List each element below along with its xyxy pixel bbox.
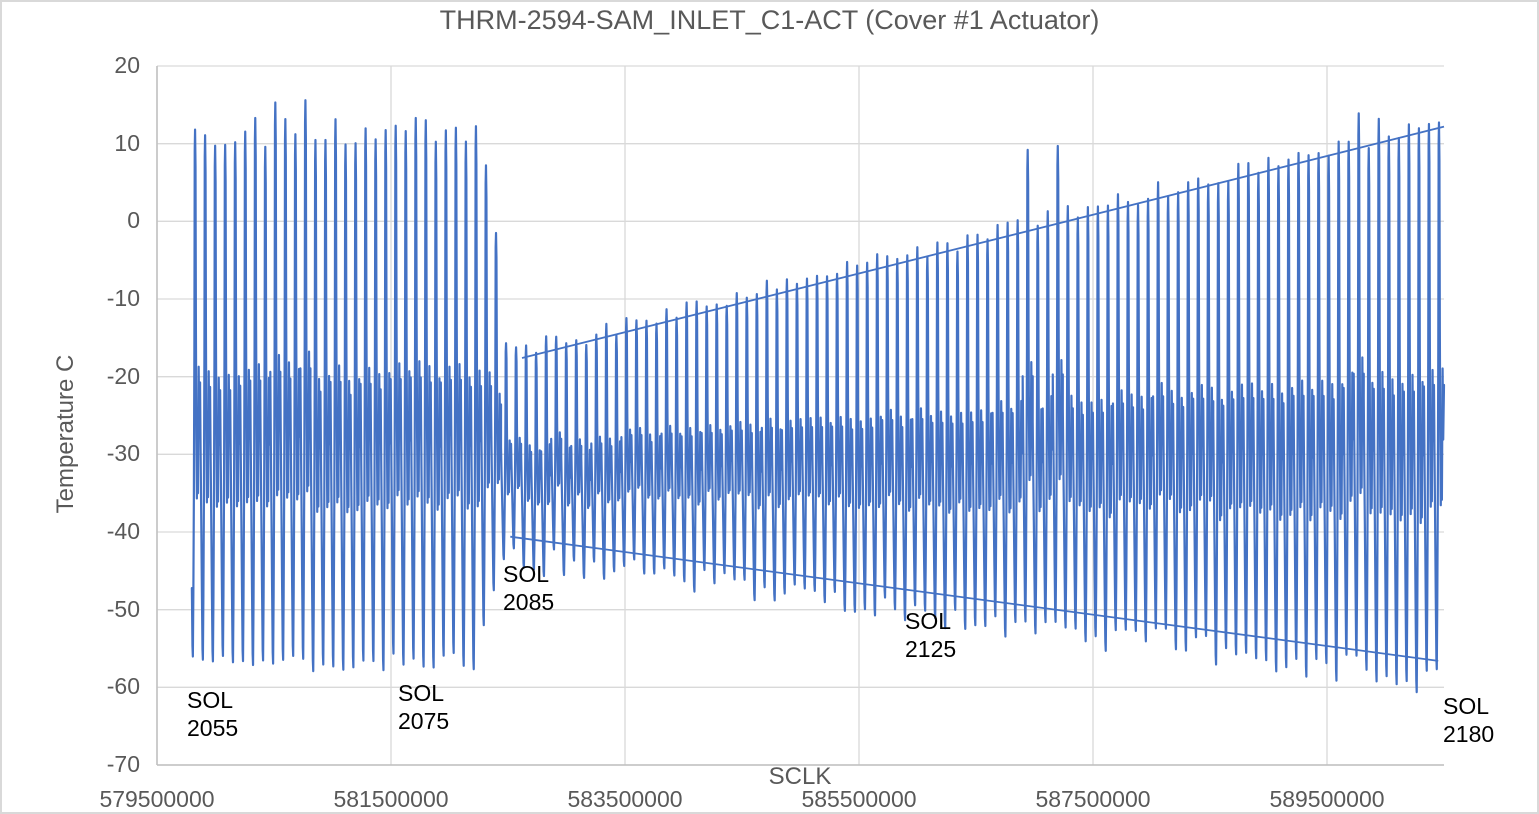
- x-axis-tick-label: 589500000: [1269, 786, 1385, 812]
- sol-annotation-number: 2085: [503, 589, 555, 615]
- x-axis-tick-label: 583500000: [567, 786, 683, 812]
- chart-title: THRM-2594-SAM_INLET_C1-ACT (Cover #1 Act…: [439, 5, 1100, 35]
- sol-annotation: SOL 2125: [905, 607, 956, 663]
- y-axis-tick-label: -40: [106, 518, 140, 544]
- sol-annotation-number: 2075: [398, 708, 450, 734]
- lower-envelope-line: [510, 535, 1439, 662]
- sol-annotation-number: 2180: [1443, 721, 1495, 747]
- y-axis-tick-label: -10: [106, 285, 140, 311]
- y-axis-tick-label: 20: [114, 52, 140, 78]
- sol-annotation: SOL 2180: [1443, 692, 1494, 748]
- temperature-series-path: [190, 99, 1446, 694]
- sol-annotation-label: SOL: [503, 561, 550, 587]
- y-axis-tick-label: -20: [106, 363, 140, 389]
- sol-annotation-label: SOL: [398, 680, 445, 706]
- x-axis-tick-label: 587500000: [1035, 786, 1151, 812]
- sol-annotation: SOL 2075: [398, 679, 449, 735]
- x-axis-tick-label: 585500000: [801, 786, 917, 812]
- y-axis-tick-label: -60: [106, 673, 140, 699]
- x-axis-tick-label: 581500000: [333, 786, 449, 812]
- sol-annotation-number: 2055: [187, 715, 239, 741]
- y-axis-tick-label: -30: [106, 440, 140, 466]
- sol-annotation-label: SOL: [187, 687, 234, 713]
- sol-annotation: SOL 2085: [503, 560, 554, 616]
- y-axis-tick-label: 10: [114, 130, 140, 156]
- x-axis-tick-label: 579500000: [99, 786, 215, 812]
- sol-annotation-label: SOL: [905, 608, 952, 634]
- y-axis-tick-label: 0: [127, 207, 140, 233]
- sol-annotation-label: SOL: [1443, 693, 1490, 719]
- y-axis-tick-label: -50: [106, 596, 140, 622]
- upper-envelope-line: [521, 125, 1445, 359]
- sol-annotation-number: 2125: [905, 636, 957, 662]
- y-axis-tick-label: -70: [106, 751, 140, 777]
- x-axis-title: SCLK: [768, 763, 832, 790]
- sol-annotation: SOL 2055: [187, 686, 238, 742]
